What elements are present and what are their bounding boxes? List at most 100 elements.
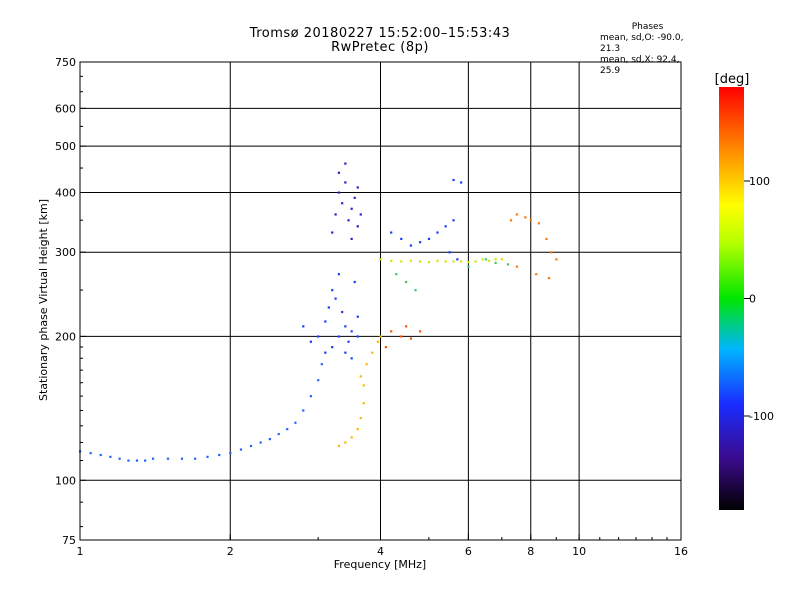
x-tick-label: 6	[465, 545, 472, 558]
colorbar-tick-label: 0	[749, 293, 756, 306]
data-point	[362, 402, 365, 405]
data-point	[350, 237, 353, 241]
data-point	[350, 207, 353, 210]
data-point	[448, 251, 451, 254]
data-point	[356, 335, 359, 338]
data-point	[356, 186, 359, 189]
phases-o-line: mean, sd,O: -90.0, 21.3	[600, 33, 684, 54]
data-point	[127, 459, 130, 462]
data-point	[409, 259, 412, 262]
data-point	[484, 258, 487, 261]
data-point	[337, 171, 341, 174]
data-point	[509, 219, 513, 222]
data-point	[467, 261, 470, 264]
data-point	[337, 191, 341, 194]
data-point	[337, 273, 341, 276]
data-point	[427, 261, 431, 264]
data-point	[550, 251, 553, 254]
data-point	[109, 455, 112, 458]
data-point	[390, 330, 393, 333]
data-point	[365, 363, 368, 366]
data-point	[414, 289, 417, 292]
data-point	[356, 428, 359, 431]
data-point	[359, 375, 362, 378]
data-point	[327, 306, 330, 309]
data-point	[144, 459, 147, 462]
data-point	[206, 455, 209, 458]
data-point	[452, 260, 455, 263]
data-point	[506, 263, 510, 266]
data-point	[444, 260, 447, 263]
data-point	[356, 315, 359, 318]
data-point	[436, 231, 439, 234]
data-point	[400, 260, 403, 263]
y-tick-label: 200	[55, 330, 76, 343]
x-axis-ticks: 1 2 4 6 8 10 16	[77, 534, 688, 558]
x-tick-label: 16	[674, 545, 688, 558]
data-point	[350, 330, 353, 333]
data-point	[317, 379, 320, 382]
data-point	[218, 453, 221, 457]
colorbar-tick-label: -100	[749, 410, 774, 423]
data-point	[405, 280, 408, 284]
data-point	[347, 340, 350, 343]
data-point	[324, 351, 327, 354]
data-point	[249, 444, 253, 448]
data-point	[89, 452, 92, 455]
data-point	[331, 289, 334, 292]
x-tick-label: 2	[227, 545, 234, 558]
colorbar-ticks: 100 0 -100	[744, 175, 774, 423]
data-point	[229, 452, 232, 455]
data-point	[405, 325, 408, 328]
data-point	[344, 351, 347, 354]
data-point	[390, 259, 393, 262]
data-point	[481, 258, 484, 261]
data-point	[194, 457, 197, 460]
phases-box: Phases mean, sd,O: -90.0, 21.3 mean, sd,…	[600, 22, 695, 77]
data-points	[79, 162, 558, 462]
data-point	[309, 340, 312, 343]
data-point	[400, 335, 403, 338]
data-point	[356, 225, 359, 228]
data-point	[515, 265, 518, 268]
data-point	[390, 231, 393, 234]
data-point	[362, 384, 365, 387]
data-point	[400, 237, 403, 241]
y-tick-label: 600	[55, 102, 76, 115]
data-point	[334, 297, 337, 300]
data-point	[166, 457, 170, 460]
data-point	[488, 259, 491, 262]
data-point	[444, 225, 447, 228]
data-point	[353, 196, 356, 199]
data-point	[460, 260, 463, 263]
data-point	[286, 428, 289, 431]
data-point	[384, 346, 388, 349]
data-point	[317, 335, 320, 338]
data-point	[320, 363, 323, 366]
data-point	[379, 335, 382, 338]
y-tick-label: 750	[55, 56, 76, 69]
data-point	[324, 320, 327, 323]
data-point	[419, 330, 422, 333]
data-point	[344, 441, 347, 444]
data-point	[494, 258, 497, 261]
data-point	[135, 459, 139, 462]
data-point	[535, 273, 538, 276]
data-point	[331, 346, 334, 349]
data-point	[337, 444, 341, 448]
colorbar-tick-label: 100	[749, 175, 770, 188]
data-point	[151, 457, 155, 460]
data-point	[419, 260, 422, 263]
x-axis-label: Frequency [MHz]	[334, 558, 426, 571]
y-axis-label: Stationary phase Virtual Height [km]	[37, 199, 50, 401]
data-point	[302, 409, 305, 412]
data-point	[259, 441, 262, 444]
data-point	[294, 421, 297, 424]
data-point	[395, 273, 398, 276]
grid-lines	[80, 62, 681, 540]
y-tick-label: 100	[55, 474, 76, 487]
data-point	[347, 219, 350, 222]
data-point	[302, 325, 305, 328]
x-tick-label: 1	[77, 545, 84, 558]
